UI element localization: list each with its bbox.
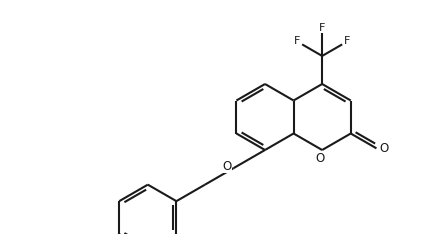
Text: O: O	[315, 151, 325, 165]
Text: F: F	[294, 37, 300, 46]
Text: F: F	[319, 23, 325, 33]
Text: F: F	[344, 37, 351, 46]
Text: O: O	[222, 160, 231, 173]
Text: O: O	[380, 142, 389, 155]
